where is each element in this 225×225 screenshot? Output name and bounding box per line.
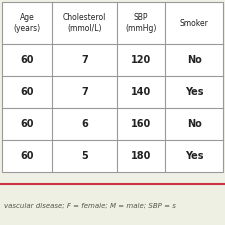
Bar bbox=[2, 2, 223, 172]
Text: vascular disease; F = female; M = male; SBP = s: vascular disease; F = female; M = male; … bbox=[4, 202, 176, 209]
Text: 180: 180 bbox=[131, 151, 151, 161]
Text: SBP
(mmHg): SBP (mmHg) bbox=[125, 13, 157, 33]
Text: Smoker: Smoker bbox=[180, 18, 208, 27]
Text: 7: 7 bbox=[81, 87, 88, 97]
Text: 140: 140 bbox=[131, 87, 151, 97]
Bar bbox=[0, 178, 225, 225]
Text: 5: 5 bbox=[81, 151, 88, 161]
Text: 60: 60 bbox=[20, 151, 34, 161]
Text: No: No bbox=[187, 55, 201, 65]
Text: 6: 6 bbox=[81, 119, 88, 129]
Text: 60: 60 bbox=[20, 119, 34, 129]
Text: No: No bbox=[187, 119, 201, 129]
Text: 120: 120 bbox=[131, 55, 151, 65]
Text: 60: 60 bbox=[20, 55, 34, 65]
Text: Age
(years): Age (years) bbox=[14, 13, 40, 33]
Text: Yes: Yes bbox=[185, 151, 203, 161]
Text: 160: 160 bbox=[131, 119, 151, 129]
Text: 7: 7 bbox=[81, 55, 88, 65]
Text: Cholesterol
(mmol/L): Cholesterol (mmol/L) bbox=[63, 13, 106, 33]
Text: 60: 60 bbox=[20, 87, 34, 97]
Text: Yes: Yes bbox=[185, 87, 203, 97]
Bar bbox=[2, 2, 223, 172]
